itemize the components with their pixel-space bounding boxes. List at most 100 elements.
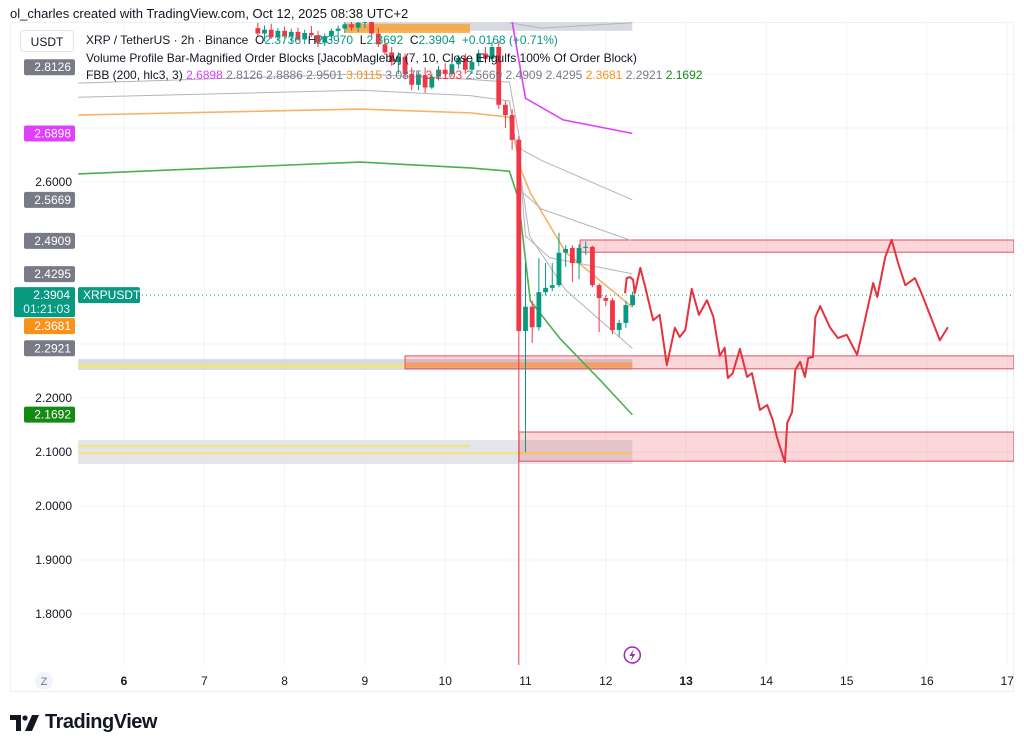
candle-body (503, 104, 508, 116)
fbb-band-line (78, 108, 633, 308)
indicator-price-badge-bg (24, 318, 75, 335)
candle (516, 136, 522, 665)
candle (496, 41, 502, 110)
candle-body (369, 22, 374, 34)
candle-body (569, 247, 575, 263)
currency-unit-button[interactable]: USDT (20, 30, 74, 52)
indicator-price-badge-text: 2.6898 (34, 127, 71, 141)
candle (489, 41, 495, 61)
candle-body (583, 246, 589, 248)
plot-area (78, 22, 1014, 665)
indicator-legend-fbb[interactable]: FBB (200, hlc3, 3) 2.6898 2.8126 2.8886 … (86, 68, 702, 82)
indicator-price-badge-text: 2.1692 (34, 408, 71, 422)
time-axis-label: 11 (519, 674, 532, 688)
candle (529, 300, 535, 343)
candle-body (395, 56, 401, 63)
candle (503, 101, 508, 128)
open-value: 2.3736 (264, 33, 302, 47)
candle (583, 241, 589, 255)
candle (362, 22, 368, 29)
volume-profile-bar (78, 444, 471, 448)
candle-body (409, 74, 415, 85)
fbb-band-line (78, 73, 633, 201)
candle-body (630, 295, 635, 306)
candle-body (489, 47, 495, 59)
projection-drawing (624, 238, 949, 464)
time-axis-label: 16 (920, 674, 934, 688)
candle (556, 232, 562, 288)
candle-body (523, 306, 528, 332)
fbb-value: 2.4295 (545, 68, 586, 82)
candle-body (355, 22, 361, 28)
indicator-price-badge-text: 2.4909 (34, 234, 71, 248)
candle (315, 30, 321, 47)
candle (476, 49, 482, 66)
candle-body (362, 22, 368, 23)
fbb-band-line (78, 161, 633, 416)
candle (282, 26, 287, 39)
fbb-values: 2.6898 2.8126 2.8886 2.9501 3.0115 3.087… (186, 68, 702, 82)
candle (375, 28, 381, 47)
candle (536, 258, 542, 331)
candle (268, 23, 274, 39)
candle-body (382, 44, 388, 53)
order-block-zone (579, 239, 1014, 253)
last-price-badge-bg (14, 287, 75, 318)
candle-body (349, 24, 354, 28)
fbb-value: 3.0115 (346, 68, 386, 82)
candle (549, 263, 555, 292)
candle-body (623, 305, 629, 323)
indicator-legend-volume-profile[interactable]: Volume Profile Bar-Magnified Order Block… (86, 51, 637, 65)
time-axis-label: 7 (201, 674, 208, 688)
candle (255, 22, 261, 37)
candle (335, 25, 341, 37)
volume-profile-bar (78, 364, 633, 368)
candle-body (449, 64, 455, 74)
change-value: +0.0168 (+0.71%) (461, 33, 558, 47)
high-value: 2.3970 (316, 33, 354, 47)
candle-body (335, 28, 341, 31)
symbol-legend[interactable]: XRP / TetherUS · 2h · Binance O2.3736 H2… (86, 33, 558, 47)
volume-profile-bar (78, 452, 633, 455)
axis-scale-toggle[interactable]: Z (35, 672, 53, 690)
fbb-value: 2.8886 (266, 68, 307, 82)
fbb-band-line (78, 89, 633, 242)
time-axis-label: 12 (599, 674, 613, 688)
axis-toggle-bg (35, 672, 53, 690)
candle (569, 245, 575, 282)
candle (590, 245, 595, 288)
price-axis-label: 2.1000 (35, 445, 72, 459)
candle (623, 300, 629, 328)
candle-body (416, 75, 421, 85)
candle-body (456, 57, 461, 65)
candle (543, 263, 548, 296)
candle (275, 28, 281, 42)
candle (409, 67, 415, 91)
close-value: 2.3904 (418, 33, 456, 47)
tradingview-logo: TradingView (10, 711, 157, 734)
indicator-price-badge: 2.1692 (24, 406, 75, 423)
candle-body (342, 24, 348, 29)
fbb-value: 3.2103 (425, 68, 466, 82)
candle-body (302, 32, 308, 40)
candle (342, 22, 348, 33)
tradingview-logo-icon (10, 714, 39, 731)
indicator-title: Volume Profile Bar-Magnified Order Block… (86, 51, 637, 65)
time-axis-label: 8 (281, 674, 288, 688)
candle (469, 57, 475, 74)
high-label: H (307, 33, 317, 47)
candle-body (516, 139, 522, 332)
lightning-alert-icon[interactable] (623, 646, 642, 664)
indicator-price-badge: 2.8126 (24, 59, 75, 76)
price-axis-label: 1.8000 (35, 607, 72, 621)
candle (262, 25, 267, 42)
candle-body (329, 30, 334, 37)
symbol-title: XRP / TetherUS · 2h · Binance (86, 33, 249, 47)
candle (369, 22, 374, 37)
candle (442, 63, 448, 77)
candle-body (509, 115, 515, 140)
candle-body (536, 292, 542, 328)
candle-body (262, 29, 267, 34)
